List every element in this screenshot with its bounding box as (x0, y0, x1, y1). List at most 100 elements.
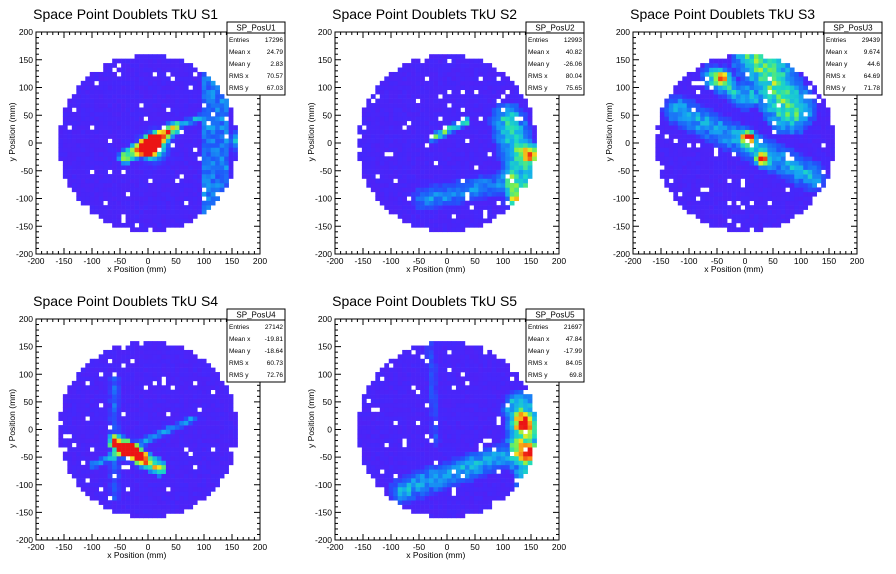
heatmap-bin (170, 67, 176, 73)
heatmap-bin (491, 143, 497, 148)
heatmap-bin (112, 349, 117, 355)
heatmap-bin (107, 191, 113, 197)
stats-row-value: 71.78 (864, 85, 881, 92)
heatmap-bin (107, 107, 113, 113)
heatmap-bin (794, 107, 800, 113)
heatmap-bin (745, 94, 750, 99)
heatmap-bin (107, 71, 113, 77)
heatmap-bin (491, 147, 497, 153)
heatmap-bin (487, 191, 493, 197)
heatmap-bin (76, 165, 82, 170)
heatmap-bin (740, 165, 746, 170)
heatmap-bin (366, 111, 372, 117)
heatmap-bin (438, 191, 443, 197)
heatmap-bin (116, 196, 122, 202)
heatmap-bin (206, 191, 212, 197)
heatmap-bin (424, 107, 430, 113)
heatmap-bin (397, 76, 403, 82)
heatmap-bin (116, 89, 122, 95)
chart-title: Space Point Doublets TkU S1 (33, 6, 218, 22)
heatmap-bin (98, 495, 104, 501)
heatmap-bin (98, 191, 104, 197)
heatmap-bin (161, 218, 167, 224)
heatmap-bin (736, 143, 741, 148)
heatmap-bin (758, 187, 764, 193)
heatmap-bin (402, 89, 407, 95)
heatmap-bin (438, 196, 443, 202)
heatmap-bin (103, 363, 108, 368)
heatmap-bin (415, 125, 421, 130)
heatmap-bin (668, 125, 674, 130)
heatmap-bin (139, 205, 144, 210)
heatmap-bin (794, 138, 800, 144)
heatmap-bin (107, 63, 113, 68)
heatmap-bin (94, 389, 100, 395)
heatmap-bin (438, 169, 443, 175)
heatmap-bin (496, 165, 502, 170)
heatmap-bin (812, 147, 817, 153)
x-tick-label: 50 (768, 256, 778, 266)
heatmap-bin (424, 205, 430, 210)
heatmap-bin (722, 151, 728, 157)
heatmap-bin (740, 218, 746, 224)
heatmap-bin (433, 147, 439, 153)
heatmap-bin (161, 71, 167, 77)
heatmap-bin (691, 209, 697, 215)
heatmap-bin (807, 134, 813, 139)
heatmap-bin (753, 58, 759, 64)
heatmap-bin (523, 160, 528, 166)
heatmap-bin (429, 125, 434, 130)
heatmap-bin (478, 209, 484, 215)
heatmap-bin (188, 147, 194, 153)
heatmap-bin (366, 138, 372, 144)
heatmap-bin (673, 156, 679, 162)
heatmap-bin (89, 120, 95, 126)
stats-row-value: 2.83 (270, 61, 283, 68)
heatmap-bin (165, 182, 171, 188)
heatmap-bin (210, 182, 216, 188)
heatmap-bin (789, 125, 795, 130)
heatmap-bin (438, 174, 443, 179)
heatmap-bin (478, 182, 484, 188)
heatmap-bin (664, 178, 670, 184)
heatmap-bin (469, 134, 475, 139)
heatmap-bin (496, 103, 502, 108)
heatmap-bin (673, 129, 679, 135)
heatmap-bin (103, 420, 108, 426)
heatmap-bin (727, 94, 732, 99)
heatmap-bin (762, 116, 768, 122)
heatmap-bin (655, 134, 661, 139)
heatmap-bin (85, 420, 91, 426)
heatmap-bin (673, 182, 679, 188)
heatmap-bin (103, 107, 108, 113)
heatmap-bin (762, 143, 768, 148)
heatmap-bin (165, 129, 171, 135)
heatmap-bin (442, 187, 448, 193)
heatmap-bin (753, 76, 759, 82)
heatmap-bin (709, 134, 714, 139)
heatmap-bin (798, 103, 804, 108)
heatmap-bin (134, 89, 140, 95)
heatmap-bin (134, 111, 140, 117)
heatmap-bin (780, 94, 786, 99)
heatmap-bin (420, 205, 425, 210)
heatmap-bin (125, 394, 131, 399)
heatmap-bin (415, 187, 421, 193)
heatmap-bin (677, 196, 683, 202)
heatmap-bin (402, 196, 407, 202)
heatmap-bin (130, 147, 135, 153)
heatmap-bin (807, 120, 813, 126)
heatmap-bin (71, 116, 77, 122)
heatmap-bin (830, 134, 835, 139)
heatmap-bin (518, 156, 524, 162)
heatmap-bin (94, 200, 100, 206)
heatmap-bin (143, 196, 149, 202)
heatmap-bin (740, 129, 746, 135)
heatmap-bin (125, 380, 131, 386)
heatmap-bin (482, 63, 488, 68)
heatmap-bin (85, 89, 91, 95)
heatmap-bin (673, 178, 679, 184)
heatmap-bin (451, 116, 457, 122)
heatmap-bin (170, 129, 176, 135)
heatmap-bin (397, 214, 403, 219)
